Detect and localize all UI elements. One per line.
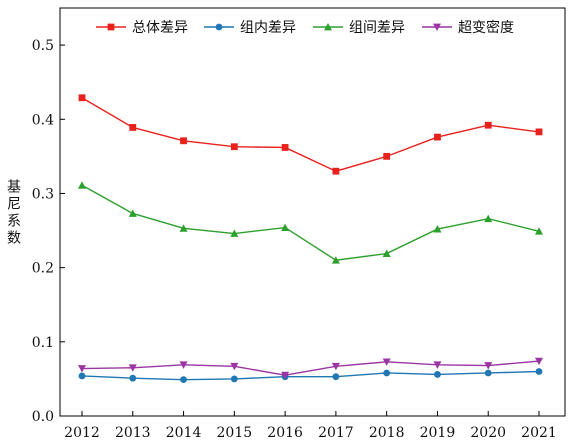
data-point bbox=[484, 362, 493, 370]
series-line bbox=[81, 370, 540, 381]
legend-marker bbox=[107, 23, 115, 31]
data-point bbox=[180, 137, 187, 145]
series-line bbox=[81, 97, 540, 172]
y-tick-label: 0.3 bbox=[32, 186, 54, 202]
y-tick-label: 0.5 bbox=[32, 38, 54, 54]
data-point bbox=[535, 128, 543, 136]
legend-label: 组间差异 bbox=[349, 20, 405, 36]
series-0 bbox=[78, 94, 543, 175]
legend-marker bbox=[433, 23, 441, 31]
series-line bbox=[81, 360, 540, 376]
plot-frame bbox=[59, 7, 566, 417]
legend: 总体差异 组内差异 组间差异 超变密度 bbox=[96, 19, 514, 36]
x-tick-label: 2012 bbox=[64, 425, 100, 441]
legend-label: 组内差异 bbox=[240, 20, 296, 36]
data-point bbox=[180, 376, 187, 384]
x-tick-label: 2019 bbox=[420, 425, 456, 441]
data-point bbox=[179, 361, 188, 369]
legend-item: 总体差异 bbox=[96, 20, 188, 36]
x-tick-label: 2017 bbox=[318, 425, 354, 441]
data-point bbox=[383, 152, 391, 160]
data-point bbox=[179, 224, 188, 232]
data-point bbox=[230, 143, 238, 151]
data-point bbox=[78, 365, 86, 373]
data-point bbox=[128, 364, 137, 372]
data-point bbox=[78, 372, 86, 380]
y-tick-label: 0.1 bbox=[32, 335, 54, 351]
data-point bbox=[78, 181, 86, 189]
x-tick-label: 2016 bbox=[267, 425, 303, 441]
data-point bbox=[382, 249, 391, 257]
legend-label: 超变密度 bbox=[458, 19, 514, 36]
data-point bbox=[129, 124, 137, 131]
x-axis: 2012 2013 2014 2015 2016 2017 2018 2019 2020 2021 bbox=[64, 411, 557, 441]
data-point bbox=[331, 362, 340, 371]
legend-marker bbox=[324, 23, 332, 31]
x-tick-label: 2018 bbox=[369, 425, 405, 441]
data-point bbox=[332, 373, 340, 381]
y-axis-title: 基尼系数 bbox=[7, 179, 21, 247]
data-point bbox=[484, 214, 493, 223]
data-point bbox=[433, 361, 442, 369]
legend-marker bbox=[215, 23, 223, 31]
data-point bbox=[128, 209, 137, 217]
legend-item: 组内差异 bbox=[204, 20, 296, 36]
data-point bbox=[331, 256, 340, 264]
x-tick-label: 2020 bbox=[470, 425, 506, 441]
data-point bbox=[78, 94, 86, 102]
series-layer bbox=[78, 94, 543, 384]
legend-item: 超变密度 bbox=[422, 19, 514, 36]
data-point bbox=[332, 167, 340, 175]
x-tick-label: 2014 bbox=[166, 425, 202, 441]
data-point bbox=[434, 371, 441, 378]
legend-label: 总体差异 bbox=[132, 20, 188, 36]
x-tick-label: 2015 bbox=[217, 425, 253, 441]
data-point bbox=[484, 121, 492, 129]
data-point bbox=[230, 229, 239, 237]
data-point bbox=[230, 375, 238, 383]
data-point bbox=[230, 362, 239, 371]
data-point bbox=[535, 368, 543, 375]
data-point bbox=[382, 358, 391, 366]
data-point bbox=[535, 227, 543, 235]
data-point bbox=[433, 225, 442, 233]
y-tick-label: 0.4 bbox=[32, 112, 54, 128]
series-3 bbox=[78, 357, 543, 380]
y-tick-label: 0.2 bbox=[32, 261, 54, 277]
data-point bbox=[434, 133, 441, 141]
series-2 bbox=[78, 181, 543, 264]
data-point bbox=[129, 374, 137, 382]
data-point bbox=[281, 144, 289, 151]
data-point bbox=[281, 371, 290, 380]
y-axis: 0.0 0.1 0.2 0.3 0.4 0.5 bbox=[32, 38, 65, 425]
x-tick-label: 2021 bbox=[521, 425, 557, 441]
y-tick-label: 0.0 bbox=[32, 409, 54, 425]
x-tick-label: 2013 bbox=[115, 425, 151, 441]
series-line bbox=[81, 184, 540, 261]
data-point bbox=[535, 357, 543, 366]
legend-item: 组间差异 bbox=[313, 20, 405, 36]
data-point bbox=[383, 369, 391, 377]
data-point bbox=[281, 223, 290, 231]
data-point bbox=[484, 369, 492, 377]
